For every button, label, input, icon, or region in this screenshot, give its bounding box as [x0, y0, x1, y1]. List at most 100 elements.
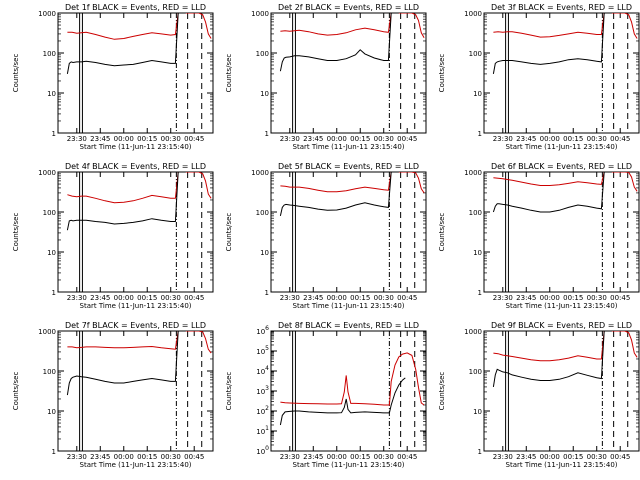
panel-1-xtick-label: 00:45	[184, 135, 204, 143]
panel-1-lld-line	[67, 13, 212, 40]
panel-6-xtick-label: 23:45	[516, 294, 536, 302]
panel-9-ytick-label: 10	[473, 408, 482, 416]
panel-5-ytick-label: 10	[260, 249, 269, 257]
panel-6-ytick-label: 1000	[464, 169, 482, 177]
panel-6-xtick-label: 00:15	[563, 294, 583, 302]
panel-8-ytick-label: 101	[256, 425, 269, 436]
panel-2-ytick-label: 100	[256, 50, 269, 58]
panel-6-ytick-label: 10	[473, 249, 482, 257]
panel-6-title: Det 6f BLACK = Events, RED = LLD	[491, 162, 632, 171]
panel-9-xlabel: Start Time (11-Jun-11 23:15:40)	[506, 461, 618, 469]
panel-6-lld-line	[493, 172, 638, 192]
panel-4-title: Det 4f BLACK = Events, RED = LLD	[65, 162, 206, 171]
panel-6-xtick-label: 23:30	[493, 294, 513, 302]
panel-4-ytick-label: 1	[52, 289, 56, 297]
panel-7-xlabel: Start Time (11-Jun-11 23:15:40)	[80, 461, 192, 469]
panel-9-xtick-label: 00:15	[563, 453, 583, 461]
panel-1-xtick-label: 00:00	[114, 135, 134, 143]
panel-5-xtick-label: 00:30	[374, 294, 394, 302]
panel-8: Det 8f BLACK = Events, RED = LLD 100 101 10…	[225, 321, 427, 469]
panel-7: Det 7f BLACK = Events, RED = LLD 1 10 100 10…	[12, 321, 214, 469]
panel-1: Det 1f BLACK = Events, RED = LLD 1 10 100 10…	[12, 3, 214, 151]
panel-8-ytick-label: 106	[256, 325, 269, 336]
panel-2: Det 2f BLACK = Events, RED = LLD 1 10 100 10…	[225, 3, 427, 151]
panel-3-xtick-label: 00:15	[563, 135, 583, 143]
panel-8-title: Det 8f BLACK = Events, RED = LLD	[278, 321, 419, 330]
panel-9-xtick-label: 23:30	[493, 453, 513, 461]
panel-4-xtick-label: 00:45	[184, 294, 204, 302]
panel-2-xtick-label: 00:30	[374, 135, 394, 143]
panel-3-xtick-label: 23:45	[516, 135, 536, 143]
panel-5-xtick-label: 00:00	[327, 294, 347, 302]
panel-4-ytick-label: 10	[47, 249, 56, 257]
panel-9-xtick-label: 23:45	[516, 453, 536, 461]
panel-2-frame	[270, 12, 427, 134]
panel-6-frame	[483, 171, 640, 293]
panel-8-xtick-label: 00:45	[397, 453, 417, 461]
panel-9-title: Det 9f BLACK = Events, RED = LLD	[491, 321, 632, 330]
panel-4-xlabel: Start Time (11-Jun-11 23:15:40)	[80, 302, 192, 310]
panel-9-xtick-label: 00:45	[610, 453, 630, 461]
panel-2-lld-line	[280, 13, 425, 39]
panel-3-xtick-label: 00:00	[540, 135, 560, 143]
panel-5-events-line	[279, 172, 399, 217]
panel-8-ytick-label: 103	[256, 385, 269, 396]
panel-1-xtick-label: 00:15	[137, 135, 157, 143]
panel-3-ytick-label: 1	[478, 130, 482, 138]
panel-1-ytick-label: 1	[52, 130, 56, 138]
panel-9-xtick-label: 00:30	[587, 453, 607, 461]
panel-2-xtick-label: 00:00	[327, 135, 347, 143]
panel-6-ylabel: Counts/sec	[438, 213, 446, 252]
panel-8-xlabel: Start Time (11-Jun-11 23:15:40)	[293, 461, 405, 469]
panel-3-lld-line	[493, 13, 638, 39]
panel-4-xtick-label: 00:00	[114, 294, 134, 302]
panel-2-ytick-label: 1000	[251, 10, 269, 18]
panel-7-ytick-label: 10	[47, 408, 56, 416]
panel-4-frame	[57, 171, 214, 293]
panel-4-xtick-label: 23:45	[90, 294, 110, 302]
panel-2-title: Det 2f BLACK = Events, RED = LLD	[278, 3, 419, 12]
panel-6-ytick-label: 100	[469, 209, 482, 217]
panel-7-xtick-label: 00:30	[161, 453, 181, 461]
panel-2-xtick-label: 23:45	[303, 135, 323, 143]
panel-5-ytick-label: 100	[256, 209, 269, 217]
panel-8-xtick-label: 00:15	[350, 453, 370, 461]
panel-2-xlabel: Start Time (11-Jun-11 23:15:40)	[293, 143, 405, 151]
panel-8-ytick-label: 105	[256, 345, 269, 356]
panel-7-ytick-label: 100	[43, 368, 56, 376]
panel-1-frame	[57, 12, 214, 134]
panel-3-ylabel: Counts/sec	[438, 54, 446, 93]
panel-9-ytick-label: 100	[469, 368, 482, 376]
panel-1-xlabel: Start Time (11-Jun-11 23:15:40)	[80, 143, 192, 151]
panel-1-xtick-label: 23:30	[67, 135, 87, 143]
panel-6-xtick-label: 00:00	[540, 294, 560, 302]
panel-4-ytick-label: 100	[43, 209, 56, 217]
panel-5-ylabel: Counts/sec	[225, 213, 233, 252]
panel-3-ytick-label: 100	[469, 50, 482, 58]
panel-1-events-line	[66, 13, 186, 74]
panel-3-events-line	[492, 13, 612, 74]
panel-7-xtick-label: 23:30	[67, 453, 87, 461]
panel-5-xtick-label: 23:30	[280, 294, 300, 302]
panel-6-xlabel: Start Time (11-Jun-11 23:15:40)	[506, 302, 618, 310]
panel-4-xtick-label: 00:15	[137, 294, 157, 302]
panel-7-xtick-label: 23:45	[90, 453, 110, 461]
panel-1-title: Det 1f BLACK = Events, RED = LLD	[65, 3, 206, 12]
panel-1-ytick-label: 10	[47, 90, 56, 98]
panel-3-ytick-label: 10	[473, 90, 482, 98]
panel-9-ylabel: Counts/sec	[438, 372, 446, 411]
panel-9-ytick-label: 1000	[464, 328, 482, 336]
panel-9-lld-line	[493, 331, 638, 362]
panel-6-xtick-label: 00:30	[587, 294, 607, 302]
panel-4-xtick-label: 23:30	[67, 294, 87, 302]
panel-3: Det 3f BLACK = Events, RED = LLD 1 10 100 10…	[438, 3, 640, 151]
panel-5-frame	[270, 171, 427, 293]
panel-5-xtick-label: 23:45	[303, 294, 323, 302]
panel-7-title: Det 7f BLACK = Events, RED = LLD	[65, 321, 206, 330]
panel-6-ytick-label: 1	[478, 289, 482, 297]
panel-5-xlabel: Start Time (11-Jun-11 23:15:40)	[293, 302, 405, 310]
panel-9-xtick-label: 00:00	[540, 453, 560, 461]
panel-8-xtick-label: 23:30	[280, 453, 300, 461]
panel-4: Det 4f BLACK = Events, RED = LLD 1 10 100 10…	[12, 162, 214, 310]
